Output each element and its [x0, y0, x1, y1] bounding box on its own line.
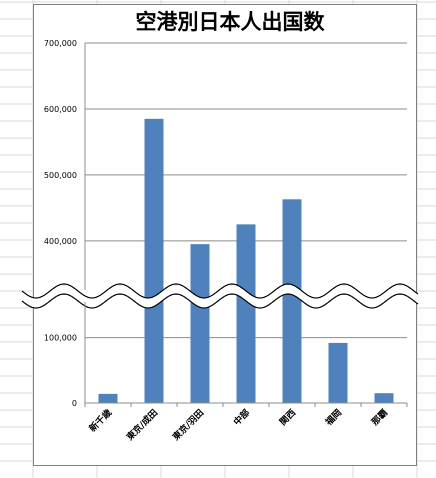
y-tick-label: 0: [72, 399, 77, 408]
x-category-label: 東京/羽田: [170, 407, 206, 443]
chart-area[interactable]: [33, 4, 417, 466]
axis-break-line-top: [21, 283, 419, 299]
axis-break: [21, 283, 419, 309]
axis-break-line-bottom: [21, 293, 419, 309]
axis-break-band: [22, 284, 418, 308]
x-category-label: 福岡: [322, 407, 344, 429]
x-category-labels: 新千歳 東京/成田 東京/羽田 中部 関西 福岡 那覇: [87, 407, 391, 443]
x-category-label: 那覇: [370, 407, 391, 428]
bar: [236, 224, 256, 403]
bar: [98, 393, 118, 403]
bar: [328, 342, 348, 403]
bar: [374, 393, 394, 403]
y-tick-label: 600,000: [44, 105, 77, 114]
chart-title: 空港別日本人出国数: [136, 10, 326, 34]
y-tick-labels: 0 100,000 400,000 500,000 600,000 700,000: [44, 39, 77, 408]
x-category-label: 東京/成田: [124, 407, 160, 443]
x-category-label: 中部: [231, 407, 252, 428]
bar: [144, 118, 164, 404]
x-category-label: 新千歳: [87, 407, 115, 435]
y-tick-label: 500,000: [44, 171, 77, 180]
y-tick-label: 400,000: [44, 237, 77, 246]
x-category-label: 関西: [278, 407, 299, 428]
bars: [98, 118, 394, 404]
axes: [84, 43, 408, 407]
bar: [282, 199, 302, 403]
bar: [190, 244, 210, 403]
y-tick-label: 100,000: [44, 334, 77, 343]
y-tick-label: 700,000: [44, 39, 77, 48]
